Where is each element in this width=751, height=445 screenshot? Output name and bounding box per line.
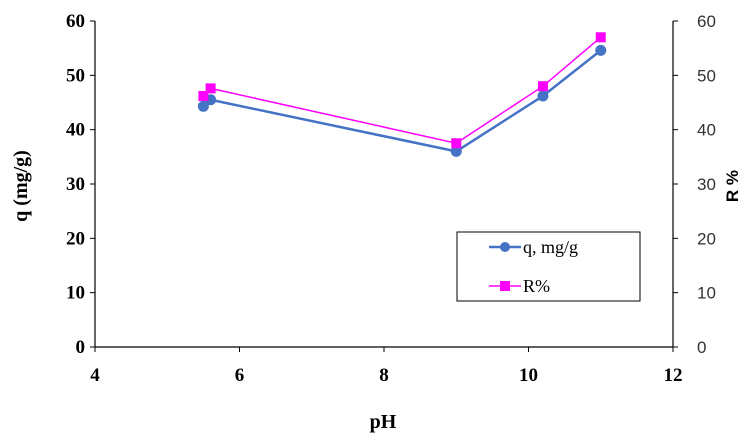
x-axis-title: pH — [370, 411, 397, 433]
y-tick-label: 50 — [66, 65, 85, 86]
y2-tick-label: 30 — [697, 175, 716, 194]
x-tick-label: 12 — [664, 365, 683, 386]
legend: q, mg/g R% — [456, 231, 641, 302]
x-tick-label: 4 — [90, 365, 100, 386]
legend-marker-r — [500, 281, 510, 291]
y2-tick-label: 20 — [697, 229, 716, 248]
data-point-q — [537, 90, 549, 102]
legend-marker-q — [500, 242, 510, 252]
data-point-r — [595, 32, 606, 43]
y2-axis-title: R % — [723, 170, 742, 202]
x-tick-label: 6 — [235, 365, 245, 386]
data-point-q — [450, 145, 462, 157]
data-point-q — [197, 100, 209, 112]
y2-tick-label: 50 — [697, 66, 716, 85]
data-point-q — [595, 44, 607, 56]
y-tick-label: 40 — [66, 120, 85, 141]
axes: 0 10 20 30 40 50 60 0 10 20 30 40 50 60 4 6 8 10 12 — [66, 11, 716, 386]
y2-tick-label: 40 — [697, 121, 716, 140]
series-layer — [197, 32, 607, 157]
y-tick-label: 10 — [66, 283, 85, 304]
y-axis-title: q (mg/g) — [10, 150, 32, 222]
y-tick-label: 20 — [66, 228, 85, 249]
y2-tick-label: 10 — [697, 284, 716, 303]
y-tick-label: 60 — [66, 11, 85, 32]
legend-box — [456, 231, 641, 302]
y2-tick-label: 0 — [697, 338, 706, 357]
data-point-r — [537, 81, 548, 92]
legend-label-r: R% — [523, 276, 550, 296]
data-point-r — [205, 83, 216, 94]
x-tick-label: 8 — [379, 365, 389, 386]
y-tick-label: 0 — [76, 337, 86, 358]
data-point-r — [451, 138, 462, 149]
legend-label-q: q, mg/g — [523, 237, 578, 257]
data-point-r — [198, 90, 209, 101]
y-tick-label: 30 — [66, 174, 85, 195]
y2-tick-label: 60 — [697, 12, 716, 31]
x-tick-label: 10 — [519, 365, 538, 386]
